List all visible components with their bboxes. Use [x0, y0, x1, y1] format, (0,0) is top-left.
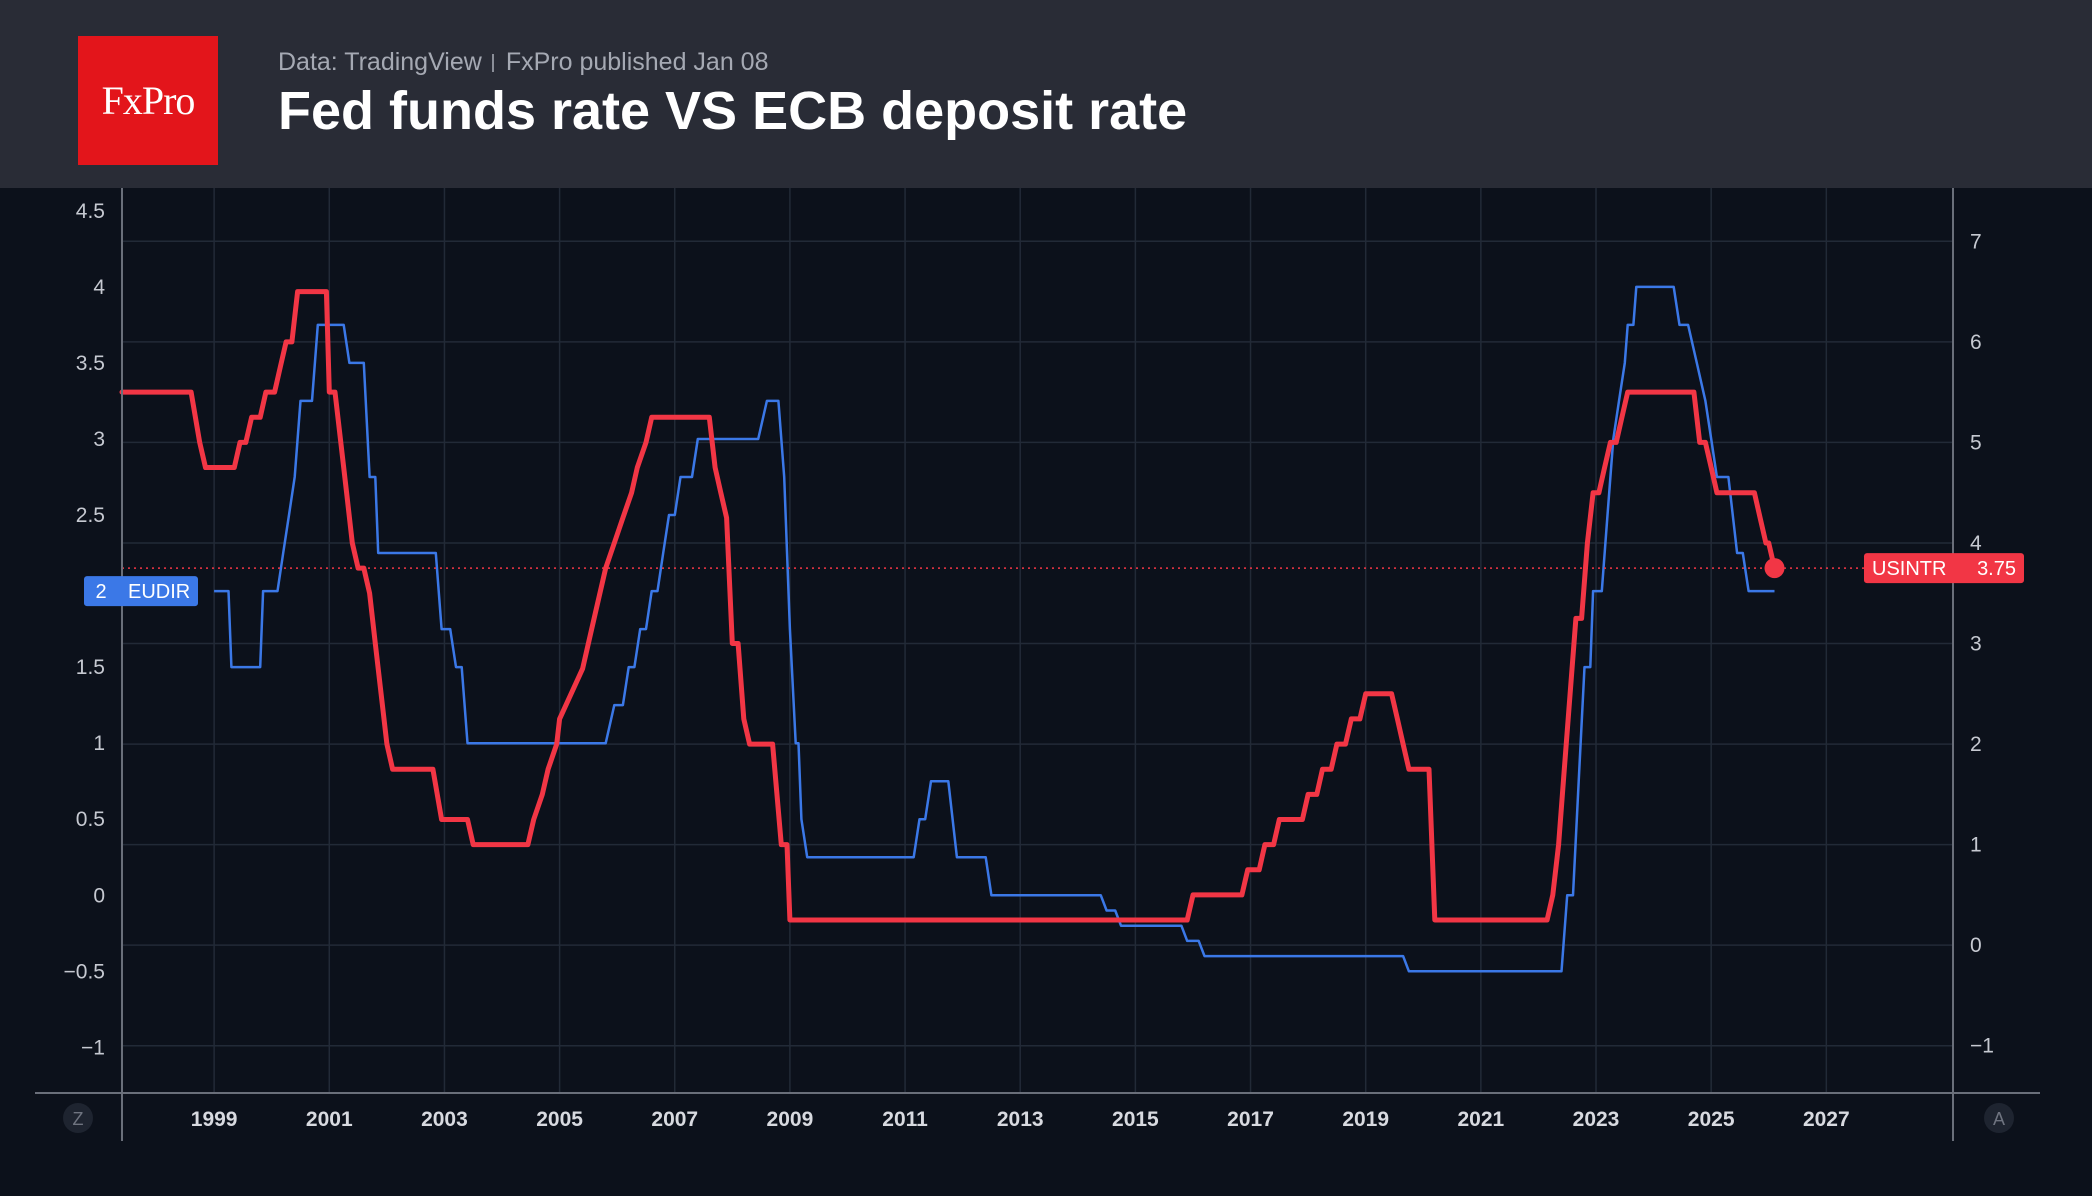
right-axis-tick-label: 0: [1970, 934, 1982, 957]
series-lines: [119, 285, 1953, 973]
right-axis-tick-label: 5: [1970, 431, 1982, 454]
x-tick-label: 2021: [1457, 1108, 1504, 1131]
logo-text: FxPro: [101, 78, 196, 123]
left-axis-tick-label: 2.5: [76, 504, 105, 527]
x-tick-label: 2001: [306, 1108, 353, 1131]
x-tick-label: 2009: [767, 1108, 814, 1131]
usintr-tag-name: USINTR: [1872, 558, 1946, 580]
chart: 1999 2001 2003 2005 2007 2009 2011 2013 2015 2017…: [35, 188, 2040, 1141]
x-tick-label: 1999: [191, 1108, 238, 1131]
left-axis-tick-label: −0.5: [64, 960, 105, 983]
left-axis-tick-label: 3: [93, 428, 105, 451]
series-line-usintr: [119, 289, 1777, 923]
scale-right-button-label: A: [1993, 1109, 2005, 1129]
right-axis-tick-label: 6: [1970, 331, 1982, 354]
right-axis-tick-label: 4: [1970, 532, 1982, 555]
left-axis-tick-label: 4.5: [76, 200, 105, 223]
x-tick-label: 2005: [536, 1108, 583, 1131]
eudir-tag-value: 2: [95, 581, 106, 603]
left-axis-tick-label: 0.5: [76, 808, 105, 831]
x-tick-label: 2027: [1803, 1108, 1850, 1131]
x-tick-label: 2019: [1342, 1108, 1389, 1131]
x-tick-label: 2017: [1227, 1108, 1274, 1131]
usintr-tag-bg: [1864, 553, 2024, 584]
right-axis-tick-label: 3: [1970, 633, 1982, 656]
left-axis-tick-label: 1: [93, 732, 105, 755]
tick-labels: 1999 2001 2003 2005 2007 2009 2011 2013 2015 2017…: [64, 200, 1994, 1131]
scale-left-button-bg: [63, 1103, 93, 1133]
subtitle: Data: TradingView FxPro published Jan 08: [278, 48, 769, 77]
x-tick-label: 2025: [1688, 1108, 1735, 1131]
eudir-tag-name: EUDIR: [128, 581, 190, 603]
header-bar: FxPro Data: TradingView FxPro published J…: [0, 0, 2092, 188]
data-source: Data: TradingView: [278, 48, 482, 76]
left-axis-tick-label: 3.5: [76, 352, 105, 375]
series-line-eudir: [214, 285, 1775, 973]
x-tick-label: 2023: [1573, 1108, 1620, 1131]
x-tick-label: 2007: [651, 1108, 698, 1131]
published-date: FxPro published Jan 08: [505, 48, 769, 76]
scale-right-button-bg: [1984, 1103, 2014, 1133]
x-tick-label: 2003: [421, 1108, 468, 1131]
right-axis-tick-label: 2: [1970, 733, 1982, 756]
scale-left-button-label: Z: [73, 1109, 84, 1129]
left-axis-tick-label: 4: [93, 276, 105, 299]
fxpro-logo: FxPro: [78, 36, 218, 165]
right-axis-tick-label: −1: [1970, 1035, 1994, 1058]
x-tick-label: 2011: [882, 1108, 928, 1131]
eudir-tag-bg: [84, 576, 198, 607]
x-tick-label: 2013: [997, 1108, 1044, 1131]
divider: [491, 54, 494, 73]
right-axis-tick-label: 1: [1970, 834, 1982, 857]
grid: [122, 188, 1953, 1093]
left-axis-tick-label: 1.5: [76, 656, 105, 679]
axes: [35, 188, 2040, 1141]
scale-right-button[interactable]: A: [1984, 1103, 2014, 1133]
usintr-tag-value: 3.75: [1977, 558, 2016, 580]
x-tick-label: 2015: [1112, 1108, 1159, 1131]
scale-left-button[interactable]: Z: [63, 1103, 93, 1133]
left-axis-tick-label: 0: [93, 884, 105, 907]
series-tags: USINTR 3.75 2 EUDIR: [84, 553, 2024, 607]
usintr-last-marker: [1764, 558, 1785, 579]
page-title: Fed funds rate VS ECB deposit rate: [278, 81, 1188, 141]
left-axis-tick-label: −1: [81, 1036, 105, 1059]
right-axis-tick-label: 7: [1970, 230, 1982, 253]
